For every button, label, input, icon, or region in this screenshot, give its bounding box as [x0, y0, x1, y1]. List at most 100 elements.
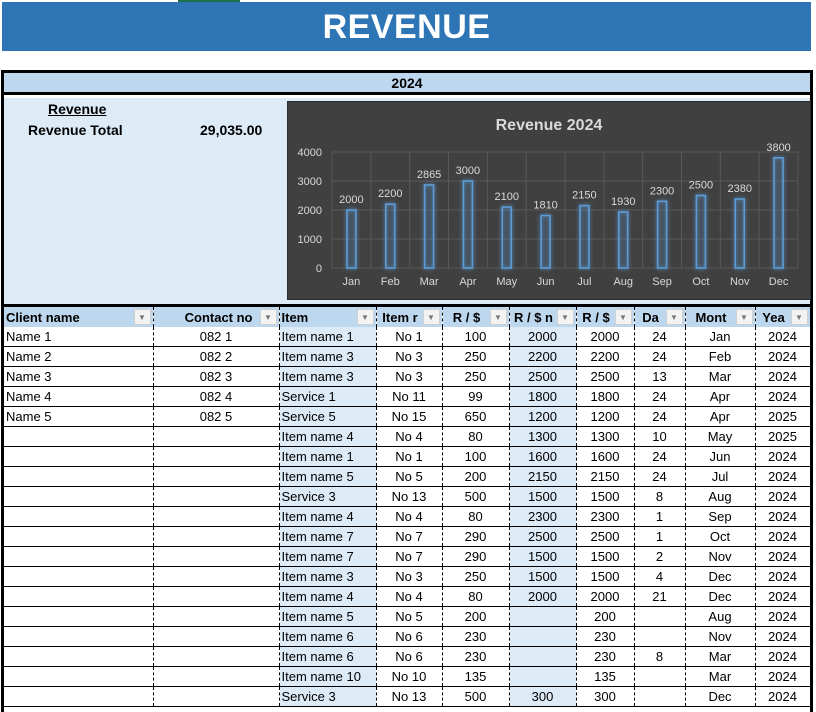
table-cell[interactable]: Item name 5	[279, 606, 377, 627]
table-cell[interactable]: Item name 7	[279, 526, 377, 547]
table-cell[interactable]: Item name 7	[279, 546, 377, 567]
table-cell[interactable]: 13	[634, 366, 686, 387]
table-cell[interactable]: 135	[576, 666, 635, 687]
table-cell[interactable]: 2024	[755, 386, 811, 407]
table-cell[interactable]: No 1	[376, 326, 443, 347]
table-cell[interactable]: 8	[634, 486, 686, 507]
table-cell[interactable]: No 7	[376, 526, 443, 547]
table-cell[interactable]: No 4	[376, 426, 443, 447]
table-cell[interactable]: Item name 10	[279, 666, 377, 687]
table-cell[interactable]: 2024	[755, 466, 811, 487]
table-cell[interactable]: 2024	[755, 626, 811, 647]
table-cell[interactable]: 290	[442, 546, 510, 567]
table-cell[interactable]	[153, 426, 280, 447]
table-cell[interactable]: 1500	[509, 566, 577, 587]
table-cell[interactable]: 100	[442, 326, 510, 347]
bar-may[interactable]	[501, 206, 513, 269]
table-cell[interactable]: Name 2	[4, 346, 154, 367]
table-cell[interactable]: No 7	[376, 546, 443, 567]
table-cell[interactable]: 230	[576, 626, 635, 647]
table-cell[interactable]: Item name 3	[279, 566, 377, 587]
table-cell[interactable]: May	[685, 426, 756, 447]
table-cell[interactable]	[153, 526, 280, 547]
table-cell[interactable]: 1300	[509, 426, 577, 447]
column-header[interactable]: Item ▼	[279, 304, 377, 327]
table-cell[interactable]: No 13	[376, 686, 443, 707]
column-header[interactable]: Client name ▼	[4, 304, 154, 327]
table-cell[interactable]: 1300	[576, 426, 635, 447]
table-cell[interactable]	[634, 626, 686, 647]
table-cell[interactable]	[153, 666, 280, 687]
column-header[interactable]: Mont ▼	[685, 304, 756, 327]
column-header[interactable]: Yea ▼	[755, 304, 811, 327]
table-cell[interactable]: No 13	[376, 486, 443, 507]
table-cell[interactable]	[4, 686, 154, 707]
filter-dropdown-icon[interactable]: ▼	[614, 309, 632, 325]
table-cell[interactable]	[634, 686, 686, 707]
table-cell[interactable]: Name 5	[4, 406, 154, 427]
table-cell[interactable]	[4, 466, 154, 487]
table-cell[interactable]	[153, 626, 280, 647]
table-cell[interactable]: 2000	[576, 586, 635, 607]
table-cell[interactable]: Nov	[685, 626, 756, 647]
filter-dropdown-icon[interactable]: ▼	[735, 309, 753, 325]
table-cell[interactable]: No 5	[376, 606, 443, 627]
table-cell[interactable]: Oct	[685, 526, 756, 547]
bar-mar[interactable]	[423, 184, 435, 269]
table-cell[interactable]: Service 5	[279, 406, 377, 427]
table-cell[interactable]: 2024	[755, 486, 811, 507]
table-cell[interactable]: 2024	[755, 526, 811, 547]
table-cell[interactable]: 1500	[509, 486, 577, 507]
table-cell[interactable]: 80	[442, 506, 510, 527]
table-cell[interactable]: Aug	[685, 486, 756, 507]
table-cell[interactable]: Sep	[685, 506, 756, 527]
table-cell[interactable]	[509, 626, 577, 647]
bar-feb[interactable]	[384, 203, 396, 269]
table-cell[interactable]: 082 5	[153, 406, 280, 427]
table-cell[interactable]: 2200	[576, 346, 635, 367]
table-cell[interactable]: 24	[634, 446, 686, 467]
table-cell[interactable]: 2024	[755, 546, 811, 567]
table-cell[interactable]: No 3	[376, 566, 443, 587]
table-cell[interactable]: 2024	[755, 606, 811, 627]
table-cell[interactable]: Jun	[685, 446, 756, 467]
table-cell[interactable]: 200	[576, 606, 635, 627]
table-cell[interactable]: 200	[442, 606, 510, 627]
table-cell[interactable]: 2150	[576, 466, 635, 487]
table-cell[interactable]	[4, 646, 154, 667]
table-cell[interactable]	[4, 546, 154, 567]
table-cell[interactable]: 2024	[755, 566, 811, 587]
table-cell[interactable]: Item name 5	[279, 466, 377, 487]
table-cell[interactable]: Item name 4	[279, 426, 377, 447]
bar-sep[interactable]	[656, 200, 668, 269]
table-cell[interactable]: 2300	[576, 506, 635, 527]
table-cell[interactable]: 650	[442, 406, 510, 427]
table-cell[interactable]: 082 4	[153, 386, 280, 407]
table-cell[interactable]: Dec	[685, 686, 756, 707]
table-cell[interactable]: 24	[634, 406, 686, 427]
table-cell[interactable]: 2500	[509, 526, 577, 547]
table-cell[interactable]	[4, 666, 154, 687]
table-cell[interactable]	[4, 426, 154, 447]
table-cell[interactable]: Service 3	[279, 486, 377, 507]
table-cell[interactable]: 250	[442, 346, 510, 367]
table-cell[interactable]: 80	[442, 586, 510, 607]
bar-dec[interactable]	[773, 156, 784, 269]
table-cell[interactable]: Item name 1	[279, 446, 377, 467]
bar-aug[interactable]	[617, 211, 629, 269]
table-cell[interactable]: No 10	[376, 666, 443, 687]
column-header[interactable]: R / $ ▼	[442, 304, 510, 327]
table-cell[interactable]: 2024	[755, 646, 811, 667]
table-cell[interactable]: 24	[634, 466, 686, 487]
table-cell[interactable]: 80	[442, 426, 510, 447]
table-cell[interactable]: Item name 6	[279, 646, 377, 667]
table-cell[interactable]: 2000	[576, 326, 635, 347]
table-cell[interactable]: 300	[509, 686, 577, 707]
table-cell[interactable]	[4, 486, 154, 507]
table-cell[interactable]: 500	[442, 486, 510, 507]
table-cell[interactable]: Mar	[685, 366, 756, 387]
column-header[interactable]: Da ▼	[634, 304, 686, 327]
table-cell[interactable]: Aug	[685, 606, 756, 627]
table-cell[interactable]: 2025	[755, 426, 811, 447]
table-cell[interactable]: 8	[634, 646, 686, 667]
